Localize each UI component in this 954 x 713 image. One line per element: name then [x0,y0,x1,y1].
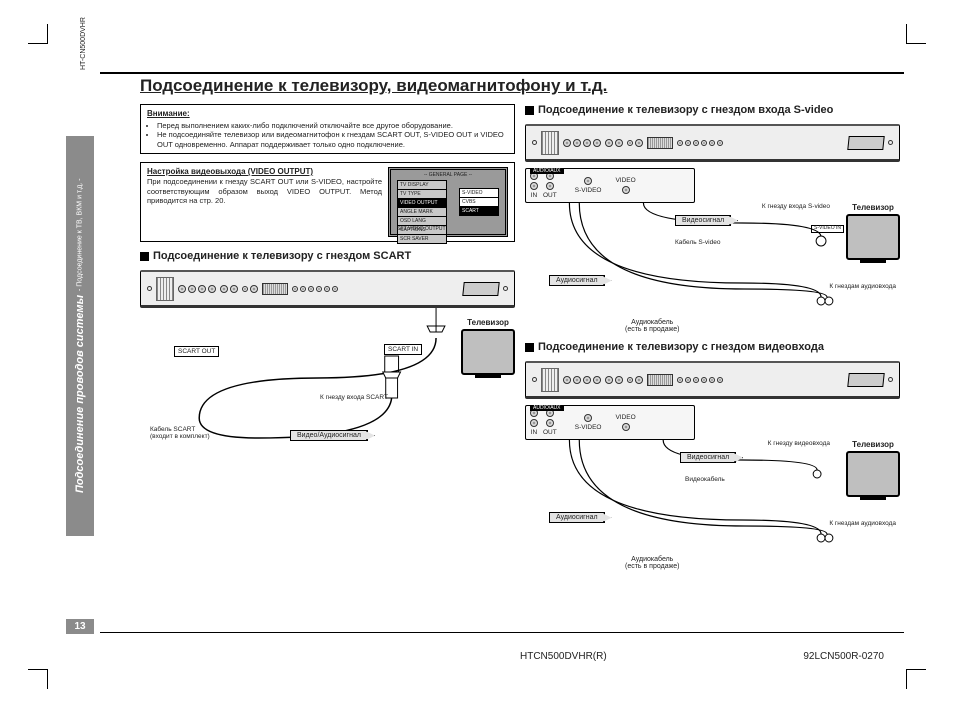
scart-cable-label: Кабель SCART (входит в комплект) [150,426,210,440]
screw-icon [503,286,508,291]
section-title-scart: Подсоединение к телевизору с гнездом SCA… [140,250,515,262]
unit-rear [525,124,900,162]
vent-icon [156,277,174,301]
to-scart-label: К гнезду входа SCART [320,394,388,401]
audio-signal-label: Аудиосигнал [549,275,605,286]
panel-label: AUDIO/AUX [530,168,564,174]
crop-mark [906,669,926,689]
unit-rear [525,361,900,399]
sv-cable-label: Кабель S-video [675,239,720,246]
crop-mark [906,24,926,44]
wire-area: Видеосигнал К гнезду видеовхода Телевизо… [525,440,900,570]
video-output-header: Настройка видеовыхода (VIDEO OUTPUT) [147,167,382,177]
footer-doc: 92LCN500R-0270 [803,651,884,662]
video-cable-label: Видеокабель [685,476,725,483]
tv-icon [846,214,900,260]
osd-item: ANGLE MARK [398,208,446,217]
sidebar-sub: - Подсоединение к ТВ, ВКМ и т.д. - [77,179,84,292]
screw-icon [147,286,152,291]
tv-label: Телевизор [852,203,894,212]
notice-header: Внимание: [147,109,508,119]
bullet-square-icon [140,252,149,261]
to-audio-label: К гнездам аудиовхода [829,283,896,290]
osd-item: TV DISPLAY [398,181,446,190]
section-title-svideo: Подсоединение к телевизору с гнездом вхо… [525,104,900,116]
aux-panel: AUDIO/AUX IN OUT S-VIDEO VIDEO [525,168,695,203]
audio-cable-caption: Аудиокабель(есть в продаже) [625,319,680,333]
osd-title: -- GENERAL PAGE -- [391,172,505,178]
audio-cable-caption: Аудиокабель(есть в продаже) [625,556,680,570]
page-frame: Подсоединение к телевизору, видеомагнито… [100,72,904,633]
notice-bullet: Не подсоединяйте телевизор или видеомагн… [157,130,508,149]
diagram-svideo: AUDIO/AUX IN OUT S-VIDEO VIDEO [525,124,900,333]
section-title-text: Подсоединение к телевизору с гнездом вид… [538,341,824,353]
scart-port-icon [462,282,499,296]
osd-sub-item: SCART [460,207,498,215]
notice-bullet: Перед выполнением каких-либо подключений… [157,121,508,130]
video-output-box: Настройка видеовыхода (VIDEO OUTPUT) При… [140,162,515,242]
aux-panel: AUDIO/AUX IN OUT S-VIDEO VIDEO [525,405,695,440]
sidebar-tab: Подсоединение проводов системы - Подсоед… [66,136,94,536]
tv-label: Телевизор [852,440,894,449]
osd-item: VIDEO OUTPUT [398,199,446,208]
video-signal-label: Видеосигнал [675,215,731,226]
footer-model: HTCN500DVHR(R) [520,651,607,662]
tv-label: Телевизор [467,318,509,327]
to-video-label: К гнезду видеовхода [768,440,830,447]
video-signal-label: Видеосигнал [680,452,736,463]
wire-area: Телевизор SCART OUT SCART IN К гнезду вх… [140,308,515,458]
section-title-text: Подсоединение к телевизору с гнездом SCA… [153,250,411,262]
to-sv-label: К гнезду входа S-video [762,203,830,210]
crop-mark [28,24,48,44]
tv-icon [846,451,900,497]
section-title-text: Подсоединение к телевизору с гнездом вхо… [538,104,833,116]
scart-out-label: SCART OUT [174,346,219,357]
model-code: HT-CN500DVHR [80,17,87,70]
osd-item: OSD LANG [398,217,446,226]
page-number: 13 [66,619,94,634]
notice-box: Внимание: Перед выполнением каких-либо п… [140,104,515,154]
content: Внимание: Перед выполнением каких-либо п… [140,104,900,628]
crop-mark [28,669,48,689]
osd-item: SCR SAVER [398,235,446,243]
panel-label: AUDIO/AUX [530,405,564,411]
osd-footer: SET VIDEO OUTPUT [397,226,446,232]
wire-area: Видеосигнал К гнезду входа S-video Телев… [525,203,900,333]
to-audio-label: К гнездам аудиовхода [829,520,896,527]
left-column: Внимание: Перед выполнением каких-либо п… [140,104,515,628]
video-output-body: При подсоединении к гнезду SCART OUT или… [147,177,382,205]
osd-sub: S-VIDEO CVBS SCART [459,188,499,216]
osd-item: TV TYPE [398,190,446,199]
diagram-video: AUDIO/AUX IN OUT S-VIDEO VIDEO [525,361,900,570]
signal-label: Видео/Аудиосигнал [290,430,368,441]
osd-sub-item: S-VIDEO [460,189,498,198]
connector-icon [262,283,288,295]
svideo-in-label: S-VIDEO IN [811,225,844,233]
audio-signal-label: Аудиосигнал [549,512,605,523]
bullet-square-icon [525,343,534,352]
right-column: Подсоединение к телевизору с гнездом вхо… [525,104,900,628]
osd-menu: TV DISPLAY TV TYPE VIDEO OUTPUT ANGLE MA… [397,180,447,244]
tv-icon [461,329,515,375]
scart-in-label: SCART IN [384,344,422,355]
page-title: Подсоединение к телевизору, видеомагнито… [100,74,904,102]
section-title-video: Подсоединение к телевизору с гнездом вид… [525,341,900,353]
osd-sub-item: CVBS [460,198,498,207]
bullet-square-icon [525,106,534,115]
sidebar-main: Подсоединение проводов системы [74,295,86,493]
unit-rear [140,270,515,308]
diagram-scart: Телевизор SCART OUT SCART IN К гнезду вх… [140,270,515,458]
osd-screen: -- GENERAL PAGE -- TV DISPLAY TV TYPE VI… [388,167,508,237]
